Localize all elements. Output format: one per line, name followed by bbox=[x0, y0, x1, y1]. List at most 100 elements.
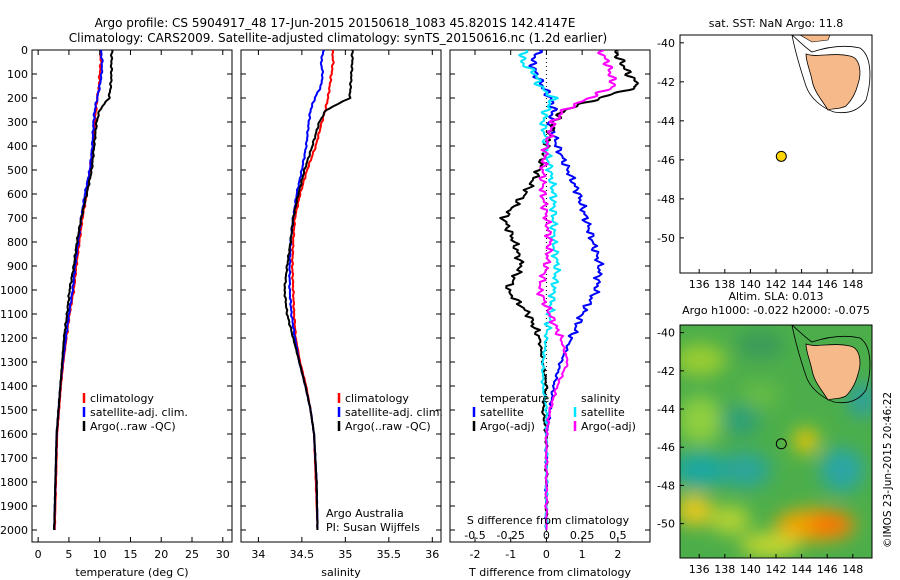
depth-tick-label: 700 bbox=[7, 212, 28, 225]
legend-label: satellite bbox=[581, 406, 625, 419]
sla-tasmania-land bbox=[805, 343, 861, 401]
s-difference-label: S difference from climatology bbox=[467, 514, 630, 527]
map-lon-label: 142 bbox=[766, 278, 787, 291]
depth-tick-label: 1100 bbox=[0, 308, 28, 321]
depth-tick-label: 1200 bbox=[0, 332, 28, 345]
depth-tick-label: 1800 bbox=[0, 476, 28, 489]
diff-series-line bbox=[528, 50, 605, 531]
map-lat-label: -40 bbox=[657, 327, 675, 340]
map-lat-label: -50 bbox=[657, 518, 675, 531]
sla-map-subtitle: Argo h1000: -0.022 h2000: -0.075 bbox=[682, 304, 870, 317]
depth-tick-label: 1000 bbox=[0, 284, 28, 297]
map-lon-label: 138 bbox=[714, 563, 735, 576]
legend-title-temperature: temperature bbox=[480, 392, 549, 405]
map-lat-label: -40 bbox=[657, 37, 675, 50]
sal-x-tick-label: 34.5 bbox=[290, 548, 315, 561]
sla-map-panel: Altim. SLA: 0.013 Argo h1000: -0.022 h20… bbox=[657, 290, 873, 576]
map-lat-label: -44 bbox=[657, 403, 675, 416]
sla-argo-float-marker bbox=[775, 438, 787, 450]
map-lat-label: -46 bbox=[657, 154, 675, 167]
legend-label: Argo(-adj) bbox=[581, 420, 636, 433]
diff-series-line bbox=[536, 50, 617, 531]
diff-x-tick-label: 2 bbox=[614, 548, 621, 561]
salinity-panel: 34 34.5 35 35.5 36 salinity climatologysatel… bbox=[240, 49, 443, 579]
s-diff-tick-label: -0.5 bbox=[464, 529, 485, 542]
map-lon-label: 146 bbox=[817, 278, 838, 291]
imos-watermark: ©IMOS 23-Jun-2015 20:46:22 bbox=[882, 392, 894, 548]
figure-title-line1: Argo profile: CS 5904917_48 17-Jun-2015 … bbox=[95, 16, 576, 30]
sst-map-panel: sat. SST: NaN Argo: 11.8 136 138 140 142 144… bbox=[657, 17, 873, 291]
sal-x-tick-label: 35 bbox=[338, 548, 352, 561]
diff-x-tick-label: 1 bbox=[579, 548, 586, 561]
temp-x-tick-label: 15 bbox=[123, 548, 137, 561]
map-lon-label: 140 bbox=[740, 278, 761, 291]
depth-tick-label: 300 bbox=[7, 116, 28, 129]
salinity-axes-frame bbox=[240, 49, 442, 543]
depth-tick-label: 500 bbox=[7, 164, 28, 177]
s-diff-tick-label: 0.5 bbox=[609, 529, 627, 542]
temp-x-tick-label: 5 bbox=[65, 548, 72, 561]
legend-label: Argo(..raw -QC) bbox=[90, 420, 176, 433]
depth-tick-label: 1700 bbox=[0, 452, 28, 465]
map-lat-label: -48 bbox=[657, 193, 675, 206]
sst-map-title: sat. SST: NaN Argo: 11.8 bbox=[709, 17, 843, 30]
depth-tick-label: 1600 bbox=[0, 428, 28, 441]
sla-heatmap-field bbox=[680, 331, 872, 557]
temp-x-tick-label: 20 bbox=[154, 548, 168, 561]
legend-label: satellite-adj. clim. bbox=[90, 406, 188, 419]
map-lon-label: 148 bbox=[842, 563, 863, 576]
sla-bathymetry-contour bbox=[791, 325, 871, 404]
salinity-x-label: salinity bbox=[321, 566, 361, 579]
temp-x-tick-label: 0 bbox=[35, 548, 42, 561]
temp-series-line bbox=[53, 50, 114, 531]
legend-label: satellite bbox=[480, 406, 524, 419]
legend-label: climatology bbox=[90, 392, 154, 405]
legend-label: Argo(..raw -QC) bbox=[345, 420, 431, 433]
temp-x-tick-label: 25 bbox=[185, 548, 199, 561]
temperature-x-label: temperature (deg C) bbox=[75, 566, 188, 579]
map-lon-label: 148 bbox=[842, 278, 863, 291]
depth-tick-label: 0 bbox=[21, 44, 28, 57]
depth-tick-label: 600 bbox=[7, 188, 28, 201]
map-lon-label: 142 bbox=[766, 563, 787, 576]
institution-label: Argo Australia bbox=[326, 507, 404, 520]
map-lat-label: -42 bbox=[657, 365, 675, 378]
legend-label: climatology bbox=[345, 392, 409, 405]
tasmania-land bbox=[805, 53, 861, 111]
depth-tick-label: 100 bbox=[7, 68, 28, 81]
map-lon-label: 136 bbox=[689, 278, 710, 291]
map-lon-label: 138 bbox=[714, 278, 735, 291]
sal-x-tick-label: 36 bbox=[425, 548, 439, 561]
depth-tick-label: 2000 bbox=[0, 524, 28, 537]
s-diff-tick-label: 0 bbox=[543, 529, 550, 542]
t-difference-label: T difference from climatology bbox=[468, 566, 631, 579]
map-lon-label: 136 bbox=[689, 563, 710, 576]
legend-label: Argo(-adj) bbox=[480, 420, 535, 433]
figure-title-line2: Climatology: CARS2009. Satellite-adjuste… bbox=[69, 31, 607, 45]
depth-tick-label: 400 bbox=[7, 140, 28, 153]
depth-tick-label: 200 bbox=[7, 92, 28, 105]
diff-series-line bbox=[499, 50, 639, 531]
depth-tick-label: 1900 bbox=[0, 500, 28, 513]
diff-x-tick-label: -2 bbox=[470, 548, 481, 561]
map-lat-label: -48 bbox=[657, 479, 675, 492]
difference-panel: -2 -1 0 1 2 -0.5 -0.25 0 0.25 0.5 S difference fr… bbox=[449, 49, 651, 579]
argo-float-marker bbox=[775, 150, 787, 162]
depth-tick-label: 900 bbox=[7, 260, 28, 273]
map-lat-label: -42 bbox=[657, 76, 675, 89]
temp-x-tick-label: 10 bbox=[93, 548, 107, 561]
s-diff-tick-label: 0.25 bbox=[570, 529, 595, 542]
sal-x-tick-label: 34 bbox=[251, 548, 265, 561]
map-lon-label: 140 bbox=[740, 563, 761, 576]
map-lat-label: -44 bbox=[657, 115, 675, 128]
s-diff-tick-label: -0.25 bbox=[496, 529, 524, 542]
map-lon-label: 144 bbox=[791, 278, 812, 291]
sla-map-title: Altim. SLA: 0.013 bbox=[728, 290, 823, 303]
diff-x-tick-label: -1 bbox=[505, 548, 516, 561]
sal-x-tick-label: 35.5 bbox=[377, 548, 402, 561]
map-lat-label: -50 bbox=[657, 232, 675, 245]
depth-tick-label: 800 bbox=[7, 236, 28, 249]
diff-series-line bbox=[518, 50, 562, 531]
legend-title-salinity: salinity bbox=[581, 392, 621, 405]
